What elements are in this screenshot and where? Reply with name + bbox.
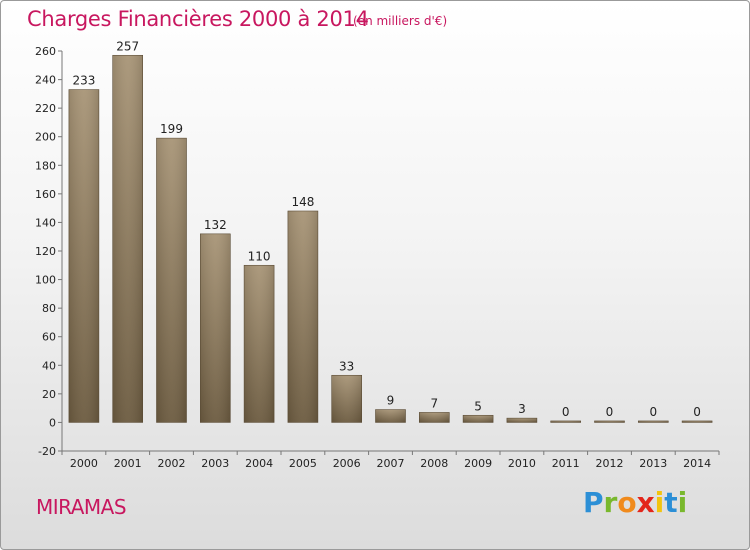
x-tick-label: 2008 — [420, 457, 448, 470]
axes: -20 0 20 40 60 80 100 120 140 160 180 200 220 240 260 2… — [35, 45, 720, 470]
logo-letter: x — [636, 486, 655, 519]
bar-shade — [244, 265, 275, 423]
commune-name: MIRAMAS — [36, 495, 127, 519]
y-tick-label: 100 — [35, 274, 56, 287]
y-tick-label: 120 — [35, 245, 56, 258]
bar-shade — [463, 415, 494, 423]
logo-letter: r — [603, 486, 618, 519]
data-label: 132 — [204, 218, 227, 232]
x-tick-label: 2001 — [114, 457, 142, 470]
logo-letter: t — [664, 486, 678, 519]
data-label: 0 — [693, 405, 701, 419]
x-tick-label: 2010 — [508, 457, 536, 470]
x-tick-label: 2011 — [552, 457, 580, 470]
data-label: 257 — [116, 39, 139, 53]
chart-title: Charges Financières 2000 à 2014 — [27, 7, 369, 31]
data-label: 199 — [160, 122, 183, 136]
data-label: 5 — [474, 399, 482, 413]
value-labels: 233 257 199 132 110 148 33 9 7 5 3 0 0 0 0 — [72, 39, 700, 419]
proxiti-logo: Proxiti — [583, 486, 687, 519]
x-tick-label: 2000 — [70, 457, 98, 470]
y-tick-label: 220 — [35, 102, 56, 115]
bar-shade — [638, 420, 669, 423]
data-label: 148 — [291, 195, 314, 209]
bar-shade — [594, 420, 625, 423]
y-tick-label: 260 — [35, 45, 56, 58]
bar-shade — [287, 211, 318, 423]
x-tick-label: 2006 — [333, 457, 361, 470]
data-label: 7 — [430, 396, 438, 410]
data-label: 33 — [339, 359, 354, 373]
x-tick-label: 2007 — [377, 457, 405, 470]
chart-subtitle: (en milliers d'€) — [353, 14, 448, 28]
logo-letter: o — [617, 486, 637, 519]
x-tick-label: 2009 — [464, 457, 492, 470]
y-tick-label: 200 — [35, 131, 56, 144]
logo-letter: i — [677, 486, 688, 519]
data-label: 0 — [606, 405, 614, 419]
bar-shade — [419, 412, 450, 423]
data-label: 0 — [562, 405, 570, 419]
x-tick-label: 2003 — [201, 457, 229, 470]
x-tick-label: 2012 — [596, 457, 624, 470]
y-tick-label: 0 — [49, 416, 56, 429]
bar-shade — [200, 233, 231, 423]
bar-shade — [156, 138, 187, 423]
y-tick-label: 20 — [42, 388, 56, 401]
data-label: 0 — [649, 405, 657, 419]
data-label: 110 — [248, 249, 271, 263]
bar-shade — [550, 420, 581, 423]
data-label: 233 — [72, 74, 95, 88]
y-tick-label: 40 — [42, 359, 56, 372]
bar-shade — [331, 375, 362, 423]
bar-shade — [375, 409, 406, 423]
logo-letter: P — [583, 486, 604, 519]
x-tick-label: 2014 — [683, 457, 711, 470]
bar-shade — [112, 55, 143, 423]
x-tick-label: 2004 — [245, 457, 273, 470]
y-tick-label: 240 — [35, 74, 56, 87]
bar-shade — [68, 89, 99, 423]
data-label: 3 — [518, 402, 526, 416]
bar-shade — [682, 420, 713, 423]
x-tick-label: 2005 — [289, 457, 317, 470]
y-tick-label: 60 — [42, 331, 56, 344]
y-tick-label: 80 — [42, 302, 56, 315]
x-tick-label: 2002 — [158, 457, 186, 470]
y-tick-label: 140 — [35, 216, 56, 229]
data-label: 9 — [387, 394, 395, 408]
logo-letter: i — [654, 486, 665, 519]
y-tick-label: 180 — [35, 159, 56, 172]
bar-shade — [506, 418, 537, 423]
x-tick-label: 2013 — [639, 457, 667, 470]
y-tick-label: 160 — [35, 188, 56, 201]
y-tick-label: -20 — [38, 445, 56, 458]
bars — [68, 54, 713, 423]
